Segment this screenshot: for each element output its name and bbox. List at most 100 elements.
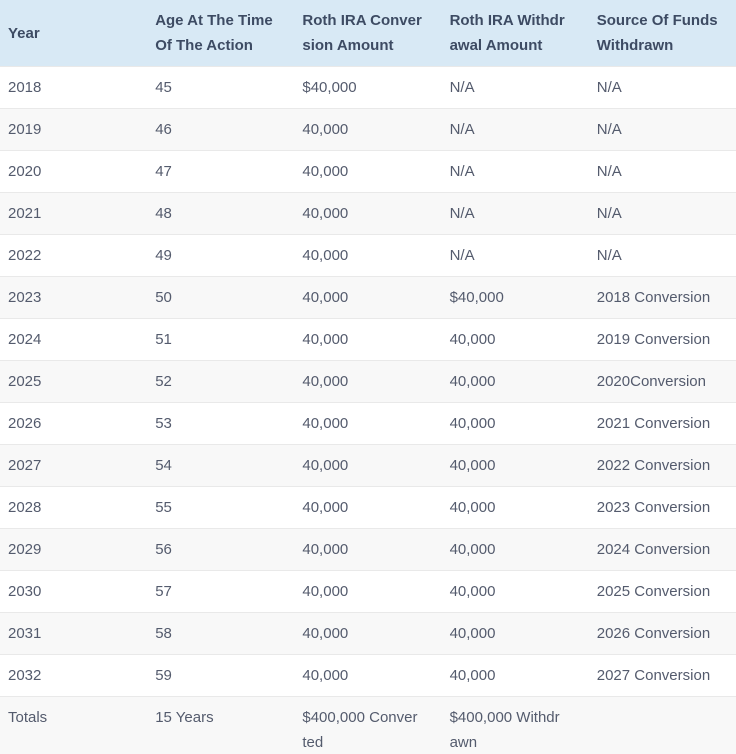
cell-withdrawal-amount: N/A [441,192,589,235]
cell-withdrawal-amount: 40,000 [441,570,589,613]
cell-year: 2019 [0,108,148,151]
table-row: 2024 51 40,000 40,000 2019 Conversion [0,318,736,361]
table-body: 2018 45 $40,000 N/A N/A 2019 46 40,000 N/A N/A 202… [0,66,736,754]
cell-year: 2026 [0,402,148,445]
cell-source-of-funds: N/A [588,234,736,277]
cell-age: 50 [147,276,295,319]
column-header-conversion-amount: Roth IRA Conver sion Amount [294,0,442,67]
cell-source-of-funds: N/A [588,108,736,151]
table-row: 2020 47 40,000 N/A N/A [0,150,736,193]
cell-conversion-amount: 40,000 [294,444,442,487]
table-row: 2025 52 40,000 40,000 2020Conversion [0,360,736,403]
cell-withdrawal-amount: $40,000 [441,276,589,319]
cell-age: 15 Years [147,696,295,754]
column-header-age: Age At The Time Of The Action [147,0,295,67]
cell-source-of-funds: 2018 Conversion [588,276,736,319]
cell-source-of-funds: 2026 Conversion [588,612,736,655]
cell-withdrawal-amount: 40,000 [441,402,589,445]
cell-withdrawal-amount: 40,000 [441,444,589,487]
cell-year: 2027 [0,444,148,487]
cell-conversion-amount: 40,000 [294,612,442,655]
cell-source-of-funds: 2027 Conversion [588,654,736,697]
cell-conversion-amount: 40,000 [294,234,442,277]
cell-age: 59 [147,654,295,697]
cell-source-of-funds: 2025 Conversion [588,570,736,613]
cell-conversion-amount: 40,000 [294,108,442,151]
cell-conversion-amount: 40,000 [294,192,442,235]
cell-age: 53 [147,402,295,445]
cell-withdrawal-amount: 40,000 [441,318,589,361]
column-header-year: Year [0,0,148,67]
cell-age: 48 [147,192,295,235]
cell-source-of-funds: 2021 Conversion [588,402,736,445]
cell-age: 54 [147,444,295,487]
table-row: 2029 56 40,000 40,000 2024 Conversion [0,528,736,571]
cell-age: 56 [147,528,295,571]
cell-source-of-funds: 2022 Conversion [588,444,736,487]
cell-age: 47 [147,150,295,193]
cell-conversion-amount: 40,000 [294,276,442,319]
cell-age: 51 [147,318,295,361]
cell-age: 55 [147,486,295,529]
cell-withdrawal-amount: N/A [441,108,589,151]
cell-age: 46 [147,108,295,151]
cell-withdrawal-amount: N/A [441,150,589,193]
cell-year: 2018 [0,66,148,109]
table-row: 2030 57 40,000 40,000 2025 Conversion [0,570,736,613]
cell-year: Totals [0,696,148,754]
cell-year: 2031 [0,612,148,655]
table-row: 2028 55 40,000 40,000 2023 Conversion [0,486,736,529]
cell-year: 2024 [0,318,148,361]
column-header-source-of-funds: Source Of Funds Withdrawn [588,0,736,67]
cell-year: 2025 [0,360,148,403]
table-header: Year Age At The Time Of The Action Roth … [0,0,736,67]
cell-year: 2023 [0,276,148,319]
cell-age: 45 [147,66,295,109]
table-row: 2021 48 40,000 N/A N/A [0,192,736,235]
cell-year: 2029 [0,528,148,571]
totals-row: Totals 15 Years $400,000 Conver ted $400,00… [0,696,736,754]
cell-age: 52 [147,360,295,403]
cell-withdrawal-amount: 40,000 [441,360,589,403]
table-row: 2032 59 40,000 40,000 2027 Conversion [0,654,736,697]
cell-source-of-funds: 2020Conversion [588,360,736,403]
cell-withdrawal-amount: 40,000 [441,486,589,529]
cell-withdrawal-amount: 40,000 [441,528,589,571]
cell-conversion-amount: 40,000 [294,318,442,361]
cell-year: 2020 [0,150,148,193]
cell-withdrawal-amount: N/A [441,234,589,277]
cell-age: 58 [147,612,295,655]
cell-source-of-funds: N/A [588,66,736,109]
header-row: Year Age At The Time Of The Action Roth … [0,0,736,67]
cell-conversion-amount: $40,000 [294,66,442,109]
cell-conversion-amount: 40,000 [294,150,442,193]
cell-year: 2021 [0,192,148,235]
table-row: 2027 54 40,000 40,000 2022 Conversion [0,444,736,487]
table-row: 2023 50 40,000 $40,000 2018 Conversion [0,276,736,319]
cell-conversion-amount: 40,000 [294,486,442,529]
cell-conversion-amount: 40,000 [294,402,442,445]
table-row: 2022 49 40,000 N/A N/A [0,234,736,277]
cell-conversion-amount: 40,000 [294,654,442,697]
column-header-withdrawal-amount: Roth IRA Withdr awal Amount [441,0,589,67]
cell-source-of-funds: N/A [588,192,736,235]
cell-withdrawal-amount: 40,000 [441,654,589,697]
cell-conversion-amount: 40,000 [294,360,442,403]
cell-withdrawal-amount: 40,000 [441,612,589,655]
table-row: 2019 46 40,000 N/A N/A [0,108,736,151]
cell-source-of-funds: 2023 Conversion [588,486,736,529]
cell-year: 2032 [0,654,148,697]
cell-age: 49 [147,234,295,277]
cell-year: 2028 [0,486,148,529]
cell-year: 2022 [0,234,148,277]
cell-source-of-funds: 2019 Conversion [588,318,736,361]
table-row: 2026 53 40,000 40,000 2021 Conversion [0,402,736,445]
cell-year: 2030 [0,570,148,613]
cell-source-of-funds: N/A [588,150,736,193]
cell-withdrawal-amount: N/A [441,66,589,109]
cell-conversion-amount: 40,000 [294,570,442,613]
table-row: 2031 58 40,000 40,000 2026 Conversion [0,612,736,655]
cell-conversion-amount: 40,000 [294,528,442,571]
